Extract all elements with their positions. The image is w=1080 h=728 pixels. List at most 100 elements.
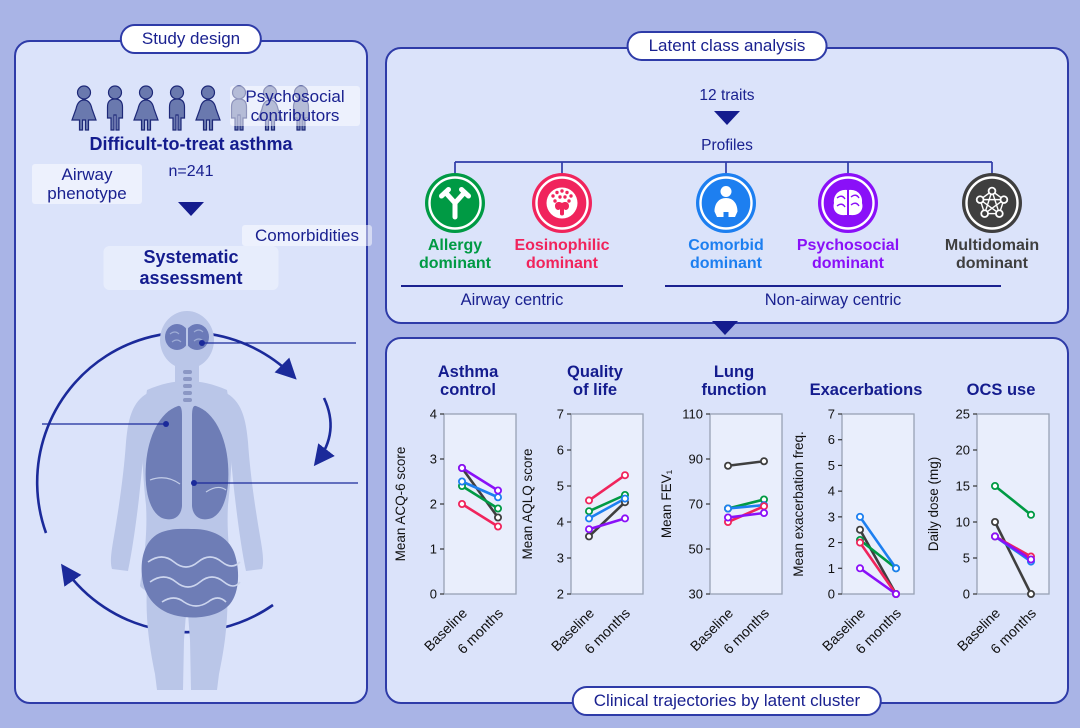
series-marker: [991, 532, 1000, 541]
y-tick-label: 2: [430, 497, 437, 512]
series-marker: [724, 504, 733, 513]
down-arrow-icon: [178, 202, 204, 216]
series-line: [858, 541, 898, 596]
person-icon: [696, 173, 756, 233]
series-line: [460, 466, 500, 492]
series-line: [993, 484, 1033, 517]
y-axis-label: Mean AQLQ score: [521, 448, 535, 559]
series-line: [587, 493, 627, 513]
y-tick-label: 3: [828, 509, 835, 524]
series-line: [858, 515, 898, 570]
y-axis-label: Mean FEV₁: [660, 469, 674, 538]
body-diagram: [35, 311, 358, 690]
series-marker: [621, 494, 630, 503]
series-marker: [494, 493, 503, 502]
leader-lines: [42, 340, 358, 486]
y-axis-label: Daily dose (mg): [927, 457, 941, 552]
series-marker: [1027, 589, 1036, 598]
series-line: [726, 503, 766, 510]
profiles-label: Profiles: [701, 137, 753, 154]
latent-class-header: Latent class analysis: [626, 31, 828, 61]
series-line: [858, 538, 898, 570]
eosinophil-icon: [532, 173, 592, 233]
y-tick-label: 4: [557, 515, 564, 530]
chart-lung-function: Lung function 30 50 70 90 110 Mean FEV₁ Baselin…: [660, 349, 796, 679]
series-marker: [856, 512, 865, 521]
profile-label: Multidomain dominant: [944, 237, 1040, 272]
chart-quality-of-life: Quality of life 2 3 4 5 6 7 Mean AQLQ score Base…: [521, 349, 657, 679]
series-marker: [621, 514, 630, 523]
chart-ocs-use: OCS use 0 5 10 15 20 25 Daily dose (mg) Baseline…: [927, 349, 1063, 679]
series-marker: [856, 564, 865, 573]
series-marker: [760, 502, 769, 511]
y-tick-label: 4: [430, 407, 437, 422]
chart-title: Quality of life: [567, 362, 623, 399]
chart-asthma-control: Asthma control 0 1 2 3 4 Mean ACQ-6 score Basel…: [394, 349, 530, 679]
male-person-icon: [106, 85, 123, 131]
series-marker: [585, 532, 594, 541]
y-axis-label: Mean exacerbation freq.: [792, 431, 806, 577]
series-marker: [494, 513, 503, 522]
y-tick-label: 5: [828, 458, 835, 473]
male-person-icon: [168, 85, 185, 131]
y-tick-label: 6: [557, 443, 564, 458]
y-tick-label: 6: [828, 432, 835, 447]
female-person-icon: [132, 85, 159, 131]
profile-label: Comorbid dominant: [688, 237, 764, 272]
label-airway-phenotype: Airway phenotype: [32, 164, 142, 205]
series-marker: [1027, 555, 1036, 564]
y-tick-label: 7: [557, 407, 564, 422]
series-marker: [724, 461, 733, 470]
non-airway-centric-line: [665, 285, 1001, 287]
y-tick-label: 7: [828, 407, 835, 422]
y-axis-label: Mean ACQ-6 score: [394, 447, 408, 562]
y-tick-label: 25: [956, 407, 970, 422]
series-marker: [494, 522, 503, 531]
chart-exacerbations: Exacerbations 0 1 2 3 4 5 6 7 Mean exacerbation f…: [792, 349, 928, 679]
profile-label: Eosinophilic dominant: [514, 237, 610, 272]
series-line: [587, 500, 627, 538]
female-person-icon: [194, 85, 221, 131]
y-tick-label: 2: [828, 535, 835, 550]
series-line: [726, 459, 766, 468]
network-icon: [962, 173, 1022, 233]
series-line: [587, 517, 627, 531]
series-marker: [892, 589, 901, 598]
label-psychosocial-contributors: Psychosocial contributors: [230, 86, 360, 127]
series-marker: [856, 538, 865, 547]
non-airway-centric-label: Non-airway centric: [764, 291, 902, 309]
trajectories-panel: Asthma control 0 1 2 3 4 Mean ACQ-6 score Basel…: [385, 337, 1069, 716]
y-tick-label: 0: [828, 587, 835, 602]
y-tick-label: 5: [557, 479, 564, 494]
y-tick-label: 110: [682, 407, 703, 422]
series-marker: [458, 477, 467, 486]
series-marker: [724, 513, 733, 522]
series-marker: [1027, 510, 1036, 519]
trajectories-footer: Clinical trajectories by latent cluster: [571, 686, 883, 716]
y-tick-label: 30: [689, 587, 703, 602]
chart-title: Exacerbations: [809, 380, 923, 399]
chart-title: OCS use: [966, 380, 1036, 399]
series-line: [460, 484, 500, 510]
series-marker: [494, 486, 503, 495]
traits-label: 12 traits: [699, 87, 755, 104]
series-marker: [494, 504, 503, 513]
series-line: [460, 466, 500, 519]
series-marker: [585, 514, 594, 523]
y-tick-label: 1: [430, 542, 437, 557]
brain-icon: [818, 173, 878, 233]
series-marker: [621, 471, 630, 480]
intestines-organ: [141, 528, 241, 618]
series-line: [726, 511, 766, 519]
chart-title: Asthma control: [437, 362, 499, 399]
series-marker: [856, 525, 865, 534]
y-tick-label: 20: [956, 443, 970, 458]
assessment-label: Systematic assessment: [103, 246, 279, 290]
y-tick-label: 4: [828, 484, 835, 499]
label-comorbidities: Comorbidities: [242, 225, 372, 247]
series-marker: [892, 564, 901, 573]
down-arrow-icon: [712, 321, 738, 335]
